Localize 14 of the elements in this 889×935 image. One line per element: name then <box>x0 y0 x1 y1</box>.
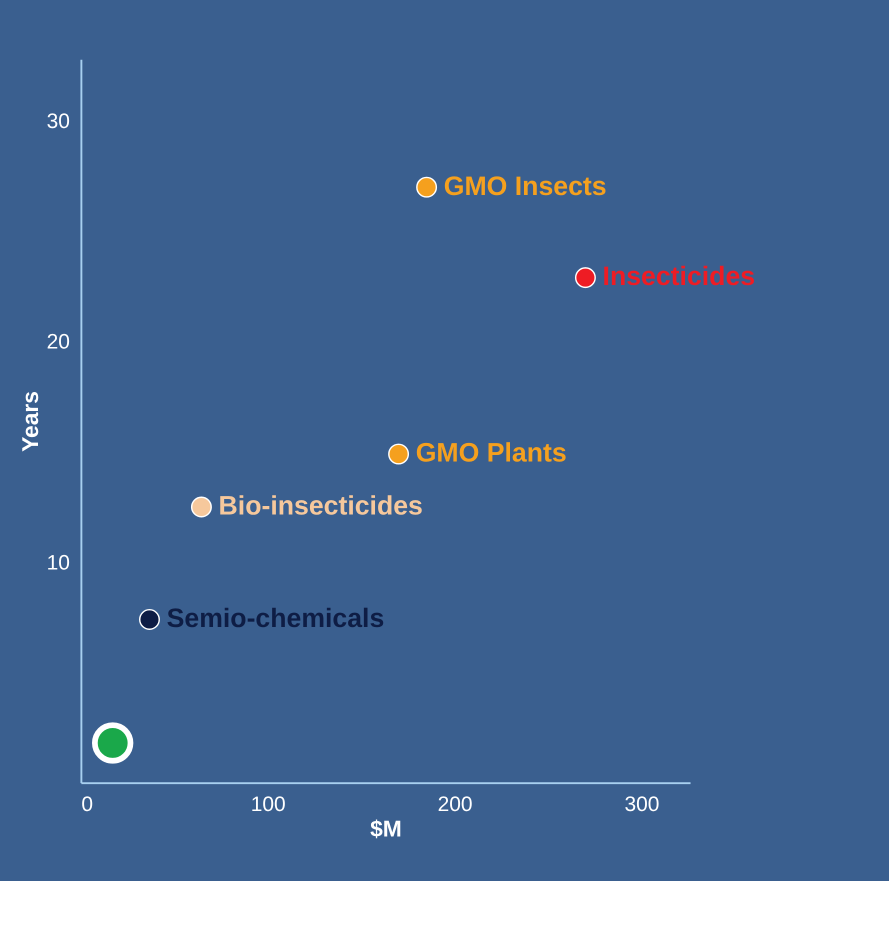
x-tick-label: 100 <box>250 792 286 816</box>
series-label: Insecticides <box>602 261 756 292</box>
x-tick-label: 200 <box>438 792 473 816</box>
series-label: GMO Plants <box>416 438 567 468</box>
y-tick-label: 10 <box>46 551 70 574</box>
series-label: GMO Insects <box>444 170 607 201</box>
series-label: Bio-insecticides <box>218 490 423 521</box>
x-tick-label: 300 <box>624 792 660 816</box>
x-tick-label: 0 <box>81 792 94 816</box>
y-tick-label: 30 <box>46 110 70 134</box>
series-label: Semio-chemicals <box>166 603 384 634</box>
y-axis-title: Years <box>17 390 44 452</box>
y-tick-label: 20 <box>46 330 70 354</box>
x-axis-title: $M <box>370 815 402 842</box>
